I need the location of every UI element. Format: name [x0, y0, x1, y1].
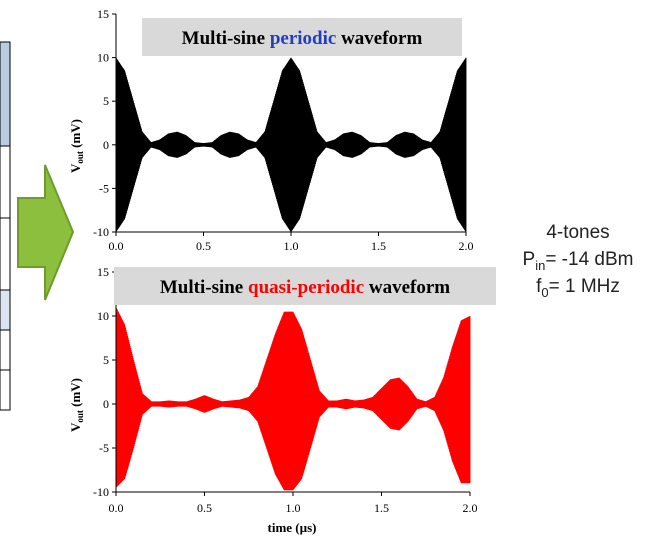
- y-tick-label: -10: [93, 225, 109, 239]
- x-tick-label: 2.0: [463, 501, 478, 515]
- frequency-text: f0= 1 MHz: [536, 276, 620, 300]
- y-tick-label: 0: [103, 138, 109, 152]
- y-axis-label: Vout (mV): [68, 378, 85, 432]
- input-power-text: Pin= -14 dBm: [523, 249, 634, 273]
- periodic-waveform-chart: -10 -5 0 5 10 15 0.0 0.5 1.0 1.5 2.0 Multi-sine pe…: [68, 7, 474, 253]
- y-tick-label: -5: [99, 181, 109, 195]
- y-tick-label: 5: [103, 94, 109, 108]
- y-tick-label: 0: [103, 397, 109, 411]
- axes: -10 -5 0 5 10 15 0.0 0.5 1.0 1.5 2.0: [93, 265, 478, 515]
- tone-count-text: 4-tones: [546, 222, 609, 243]
- x-tick-label: 0.0: [109, 501, 124, 515]
- x-tick-label: 0.5: [196, 239, 211, 253]
- x-tick-label: 0.5: [197, 501, 212, 515]
- waveform-series: [115, 57, 467, 232]
- left-table-row: [0, 145, 11, 219]
- x-tick-label: 1.0: [286, 501, 301, 515]
- y-tick-label: 15: [97, 7, 109, 21]
- x-tick-label: 1.5: [374, 501, 389, 515]
- left-table-row: [0, 329, 11, 371]
- left-table-header: [0, 41, 11, 147]
- x-tick-label: 1.0: [284, 239, 299, 253]
- axes: -10 -5 0 5 10 15 0.0 0.5 1.0 1.5 2.0: [93, 7, 474, 253]
- x-tick-label: 1.5: [371, 239, 386, 253]
- y-tick-label: -5: [99, 441, 109, 455]
- plot-area: [115, 57, 467, 232]
- chart-title-box: [142, 18, 462, 56]
- y-tick-label: 10: [97, 51, 109, 65]
- quasi-periodic-waveform-chart: -10 -5 0 5 10 15 0.0 0.5 1.0 1.5 2.0 Multi-sine qu…: [68, 265, 496, 535]
- left-table-row: [0, 369, 11, 411]
- y-tick-label: 15: [97, 265, 109, 279]
- side-annotation: 4-tones Pin= -14 dBm f0= 1 MHz: [523, 222, 634, 300]
- waveform-series: [115, 307, 471, 491]
- x-tick-label: 2.0: [459, 239, 474, 253]
- left-table-row: [0, 217, 11, 291]
- left-table-fragment: [0, 41, 11, 411]
- x-axis-label: time (µs): [268, 520, 317, 535]
- chart-title-box: [114, 267, 496, 305]
- right-arrow-icon: [17, 164, 75, 301]
- y-tick-label: 5: [103, 353, 109, 367]
- left-table-row: [0, 289, 11, 331]
- x-tick-label: 0.0: [109, 239, 124, 253]
- y-tick-label: -10: [93, 485, 109, 499]
- y-tick-label: 10: [97, 309, 109, 323]
- chart-title: Multi-sine quasi-periodic waveform: [160, 277, 450, 298]
- plot-area: [115, 307, 471, 491]
- chart-title: Multi-sine periodic waveform: [182, 28, 423, 49]
- y-axis-label: Vout (mV): [68, 119, 85, 173]
